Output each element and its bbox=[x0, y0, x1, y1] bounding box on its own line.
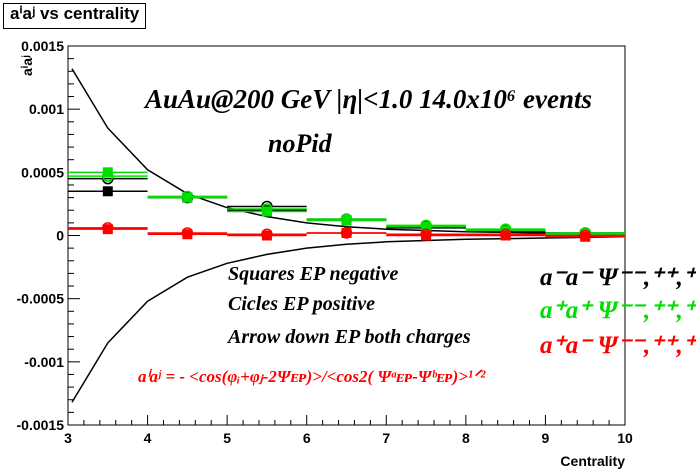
data-point-circle bbox=[261, 228, 273, 240]
formula-annotation: aⁱaʲ = - <cos(φᵢ+φⱼ-2Ψᴇᴘ)>/<cos2( Ψᵃᴇᴘ-Ψ… bbox=[138, 367, 486, 386]
data-point-circle bbox=[340, 213, 353, 225]
data-point-circle bbox=[102, 170, 114, 182]
data-point-circle bbox=[420, 228, 432, 240]
x-tick-label: 10 bbox=[617, 430, 633, 446]
x-tick-label: 3 bbox=[64, 430, 72, 446]
y-tick-label: 0.0005 bbox=[21, 164, 64, 180]
data-point-square bbox=[261, 230, 272, 241]
data-point-square bbox=[261, 206, 272, 217]
data-point-square bbox=[421, 221, 432, 232]
lower-bound-curve bbox=[71, 236, 626, 403]
y-tick-label: -0.001 bbox=[24, 354, 64, 370]
data-point-circle bbox=[579, 229, 591, 242]
legend-entry-same-negative: a⁻a⁻ Ψ⁻⁻,⁺⁺,⁺⁻ bbox=[540, 264, 696, 291]
data-point-circle bbox=[499, 228, 512, 240]
x-tick-label: 4 bbox=[144, 430, 152, 446]
x-axis-label: Centrality bbox=[560, 453, 625, 469]
data-point-square bbox=[102, 167, 113, 178]
data-point-circle bbox=[181, 190, 194, 203]
data-point-square bbox=[182, 229, 193, 240]
data-point-circle bbox=[181, 227, 194, 239]
data-point-circle bbox=[261, 203, 273, 215]
data-point-square bbox=[580, 231, 591, 242]
data-point-square bbox=[421, 230, 432, 241]
x-tick-label: 5 bbox=[223, 430, 231, 446]
subheader-annotation: noPid bbox=[268, 129, 333, 158]
data-point-square bbox=[500, 225, 511, 236]
header-annotation: AuAu@200 GeV |η|<1.0 14.0x10⁶ events bbox=[143, 84, 592, 114]
y-tick-label: 0.0015 bbox=[21, 38, 64, 54]
y-tick-label: -0.0005 bbox=[17, 291, 65, 307]
x-tick-label: 7 bbox=[382, 430, 390, 446]
data-point-square bbox=[102, 186, 113, 197]
data-point-square bbox=[102, 224, 113, 235]
data-point-square bbox=[182, 192, 193, 203]
x-tick-label: 8 bbox=[462, 430, 470, 446]
data-point-square bbox=[500, 230, 511, 241]
x-tick-label: 6 bbox=[303, 430, 311, 446]
y-tick-label: 0.001 bbox=[29, 101, 64, 117]
y-tick-label: -0.0015 bbox=[17, 417, 65, 433]
data-point-square bbox=[341, 215, 352, 226]
data-point-circle bbox=[340, 227, 353, 239]
data-point-circle bbox=[102, 222, 114, 234]
note-circles: Cicles EP positive bbox=[228, 293, 375, 315]
legend-entry-opposite: a⁺a⁻ Ψ⁻⁻,⁺⁺,⁺⁻ bbox=[540, 332, 696, 359]
chart-title: aⁱaʲ vs centrality bbox=[3, 3, 147, 29]
note-squares: Squares EP negative bbox=[228, 263, 398, 285]
y-tick-label: 0 bbox=[56, 228, 64, 244]
legend-entry-same-positive: a⁺a⁺ Ψ⁻⁻,⁺⁺,⁺⁻ bbox=[540, 297, 696, 324]
y-axis-label: aⁱaʲ bbox=[19, 55, 35, 76]
x-tick-label: 9 bbox=[542, 430, 550, 446]
note-arrows: Arrow down EP both charges bbox=[226, 326, 471, 348]
data-point-circle bbox=[420, 219, 432, 232]
